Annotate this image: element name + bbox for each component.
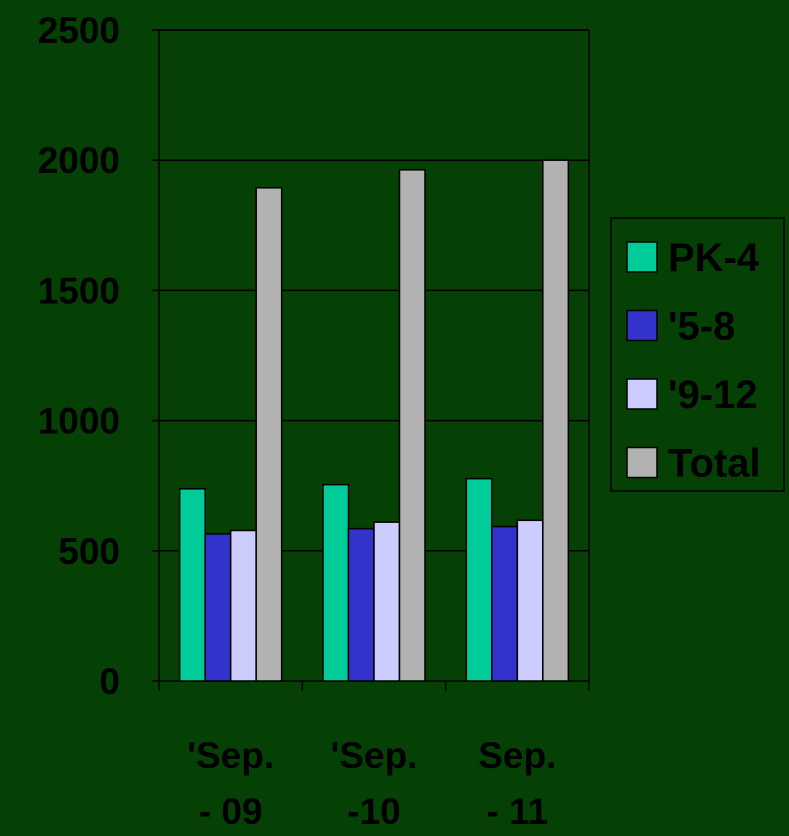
bars <box>178 159 570 682</box>
x-tick-label: 'Sep. - 09 <box>187 735 274 831</box>
bar-58-3 <box>491 525 519 682</box>
y-axis-tick-labels: 0 500 1000 1500 2000 2500 <box>38 10 120 702</box>
legend-swatch <box>626 446 658 479</box>
bar-912-2 <box>373 521 401 682</box>
bar-pk4-3 <box>465 477 493 682</box>
legend-box <box>610 217 785 492</box>
bar-58-1 <box>204 533 232 682</box>
legend-swatch <box>626 241 658 273</box>
legend-swatch <box>626 378 658 410</box>
y-tick-label: 2000 <box>38 140 120 181</box>
bar-pk4-2 <box>322 483 350 682</box>
x-axis-tick-labels: 'Sep. - 09 'Sep. -10 Sep. - 11 <box>187 735 556 832</box>
bar-912-1 <box>229 529 257 682</box>
bar-58-2 <box>347 527 375 682</box>
legend-label: '5-8 <box>668 305 735 349</box>
y-tick-label: 0 <box>99 661 120 702</box>
bar-total-3 <box>542 159 570 682</box>
legend-swatch <box>626 309 658 342</box>
legend: PK-4 '5-8 '9-12 Total <box>610 217 785 492</box>
y-tick-label: 2500 <box>38 10 120 51</box>
x-tick-label: 'Sep. -10 <box>331 735 418 831</box>
y-tick-label: 1500 <box>38 270 120 311</box>
bar-total-2 <box>398 169 426 682</box>
legend-label: '9-12 <box>668 373 758 417</box>
bar-pk4-1 <box>178 488 206 682</box>
legend-label: PK-4 <box>668 236 760 280</box>
bar-912-3 <box>516 519 544 682</box>
y-tick-label: 1000 <box>38 401 120 442</box>
legend-label: Total <box>668 442 761 486</box>
bar-total-1 <box>255 187 283 682</box>
x-tick-label: Sep. - 11 <box>478 735 556 831</box>
y-tick-label: 500 <box>58 531 120 572</box>
